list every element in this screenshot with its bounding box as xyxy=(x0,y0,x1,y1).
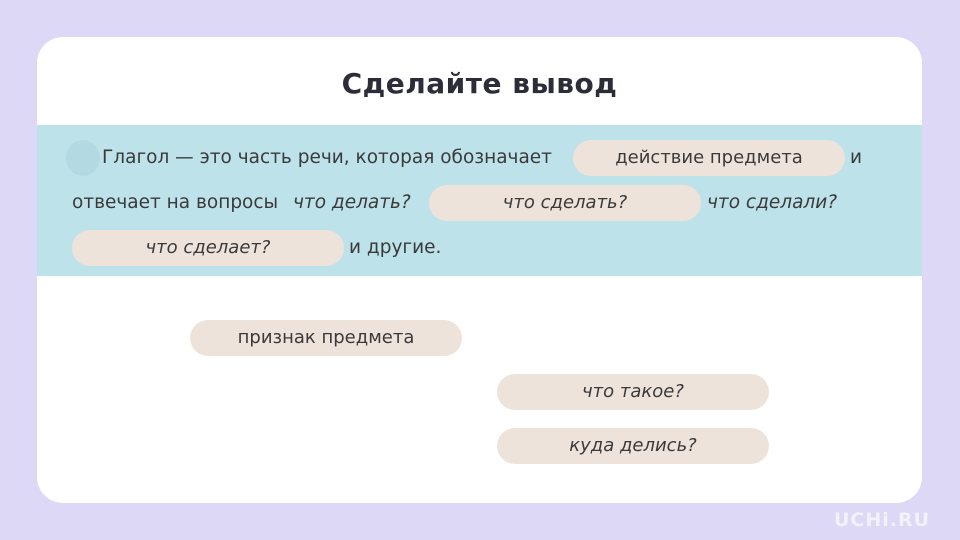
page-title: Сделайте вывод xyxy=(341,67,618,100)
option-chip[interactable]: что такое? xyxy=(497,374,769,410)
answer-slot-2[interactable]: что сделать? xyxy=(429,185,701,221)
sentence-text: и xyxy=(850,147,863,168)
sentence-question: что делать? xyxy=(293,192,411,213)
task-card: Сделайте вывод Глагол — это часть речи, … xyxy=(37,37,922,503)
option-chip[interactable]: признак предмета xyxy=(190,320,462,356)
uchi-logo: UCHi.RU xyxy=(834,509,931,531)
sentence-text: отвечает на вопросы xyxy=(72,192,279,213)
answer-slot-1[interactable]: действие предмета xyxy=(573,140,845,176)
answer-slot-3[interactable]: что сделает? xyxy=(72,230,344,266)
option-chip[interactable]: куда делись? xyxy=(497,428,769,464)
sentence-text: Глагол — это часть речи, которая обознач… xyxy=(102,147,552,168)
audio-icon[interactable] xyxy=(66,140,100,176)
sentence-question: что сделали? xyxy=(707,192,838,213)
sentence-text: и другие. xyxy=(349,237,442,258)
